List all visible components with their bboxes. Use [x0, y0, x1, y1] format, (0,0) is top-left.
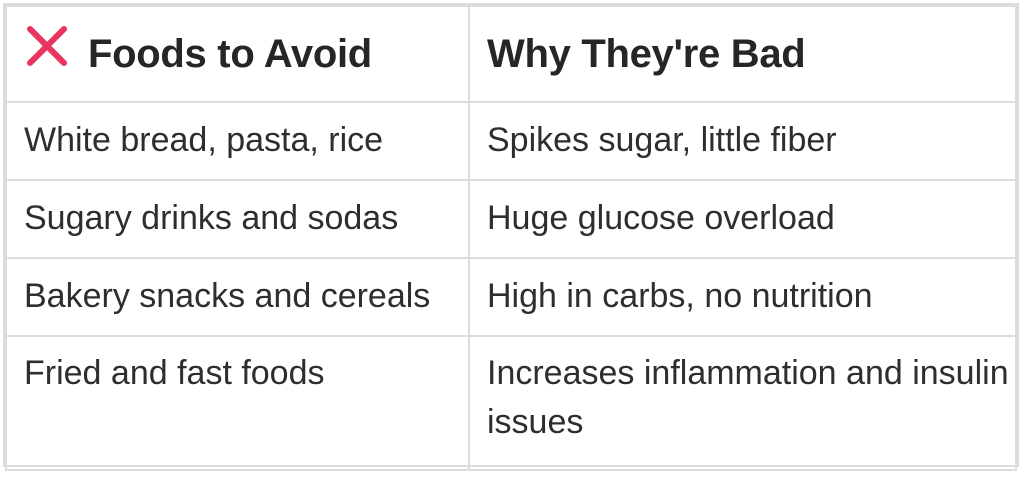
x-mark-icon [24, 23, 70, 79]
foods-table: Foods to Avoid Why They're Bad White bre… [3, 3, 1019, 471]
reason-cell: Huge glucose overload [468, 179, 1017, 259]
reason-cell: Spikes sugar, little fiber [468, 101, 1017, 181]
header-label-foods: Foods to Avoid [88, 31, 372, 76]
table-header-row: Foods to Avoid Why They're Bad [5, 5, 1017, 103]
header-why-bad: Why They're Bad [468, 5, 1017, 103]
reason-cell: High in carbs, no nutrition [468, 257, 1017, 337]
food-cell: Sugary drinks and sodas [5, 179, 470, 259]
table-row: Bakery snacks and cereals High in carbs,… [5, 257, 1017, 337]
food-cell: White bread, pasta, rice [5, 101, 470, 181]
food-cell: Fried and fast foods [5, 335, 470, 471]
header-foods-to-avoid: Foods to Avoid [5, 5, 470, 103]
table-row: Sugary drinks and sodas Huge glucose ove… [5, 179, 1017, 259]
comparison-table: Foods to Avoid Why They're Bad White bre… [5, 5, 1017, 471]
header-label-why: Why They're Bad [487, 31, 806, 76]
reason-cell: Increases inflammation and insulin issue… [468, 335, 1017, 471]
table-row: White bread, pasta, rice Spikes sugar, l… [5, 101, 1017, 181]
table-row: Fried and fast foods Increases inflammat… [5, 335, 1017, 471]
food-cell: Bakery snacks and cereals [5, 257, 470, 337]
